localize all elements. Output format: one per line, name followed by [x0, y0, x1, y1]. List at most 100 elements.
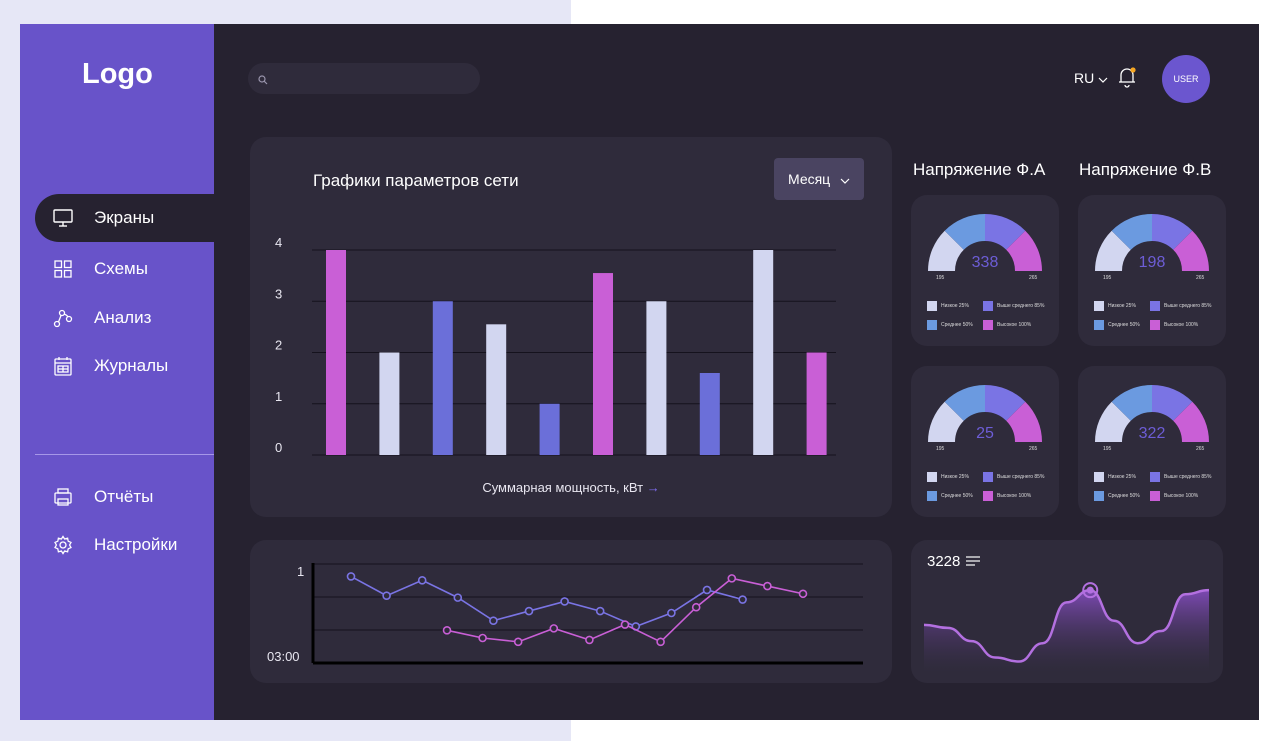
line-chart: 1 03:00 [267, 563, 863, 665]
arrow-right-icon: → [646, 480, 660, 495]
gauge-max: 265 [1196, 446, 1205, 452]
gauge-segment [1173, 230, 1209, 271]
gauge-segment [1006, 401, 1042, 442]
language-selector[interactable]: RU [1074, 70, 1108, 86]
wave-value-text: 3228 [927, 553, 961, 570]
bar [326, 250, 346, 455]
legend-item: Низкое 25% [1094, 472, 1150, 482]
gauge-segment [1111, 385, 1152, 421]
avatar-label: USER [1173, 74, 1199, 84]
sidebar-item-schemes[interactable]: Схемы [35, 245, 214, 293]
series-point [738, 595, 747, 604]
y-tick-label: 4 [275, 235, 282, 250]
legend-label: Низкое 25% [941, 303, 969, 309]
legend-label: Высокое 100% [1164, 493, 1199, 499]
series-point [417, 576, 427, 585]
legend-swatch [1094, 320, 1104, 330]
wave-value: 3228 [927, 553, 981, 570]
area-chart [923, 582, 1210, 672]
legend-item: Высокое 100% [1150, 491, 1224, 501]
legend-label: Высокое 100% [1164, 322, 1199, 328]
sidebar-item-screens[interactable]: Экраны [35, 194, 214, 242]
gauge-arc [928, 385, 1042, 442]
gauge-min: 195 [1103, 275, 1112, 281]
legend-label: Выше среднего 85% [1164, 303, 1212, 309]
gauge-legend: Низкое 25% Выше среднего 85% Среднее 50% Вы… [927, 472, 1057, 501]
gauge-legend: Низкое 25% Выше среднего 85% Среднее 50% Вы… [927, 301, 1057, 330]
legend-item: Выше среднего 85% [983, 472, 1057, 482]
gauge-segment [1173, 401, 1209, 442]
gauge-card: 322 195 265 Низкое 25% Выше среднего 85% Сред… [1078, 366, 1226, 517]
legend-swatch [1150, 491, 1160, 501]
gauge-segment [928, 230, 964, 271]
highlight-point [1086, 586, 1094, 594]
chevron-down-icon [1098, 70, 1108, 86]
sidebar-item-journals[interactable]: Журналы [35, 342, 214, 390]
series-point [667, 608, 676, 618]
y-tick-label: 0 [275, 440, 282, 455]
legend-label: Среднее 50% [941, 322, 973, 328]
gauge-card: 338 195 265 Низкое 25% Выше среднего 85% Сред… [911, 195, 1059, 346]
sidebar-item-label: Схемы [94, 259, 148, 278]
period-select[interactable]: Месяц [774, 158, 864, 200]
sidebar-item-analysis[interactable]: Анализ [35, 294, 214, 342]
series-line [446, 577, 804, 643]
notification-button[interactable] [1117, 66, 1137, 93]
gauge-segment [1006, 230, 1042, 271]
gauge-value: 338 [971, 254, 999, 271]
legend-item: Выше среднего 85% [1150, 472, 1224, 482]
legend-label: Выше среднего 85% [997, 474, 1045, 480]
user-avatar[interactable]: USER [1162, 55, 1210, 103]
logo: Logo [82, 58, 153, 90]
printer-icon [52, 486, 74, 508]
gauge-max: 265 [1196, 275, 1205, 281]
legend-item: Выше среднего 85% [983, 301, 1057, 311]
series-point [478, 633, 487, 643]
sidebar-item-settings[interactable]: Настройки [35, 521, 214, 569]
calendar-icon [52, 355, 74, 377]
legend-label: Низкое 25% [941, 474, 969, 480]
legend-item: Высокое 100% [1150, 320, 1224, 330]
gauge-arc [928, 214, 1042, 271]
y-tick-label: 1 [275, 389, 282, 404]
series-point [549, 624, 559, 633]
legend-item: Среднее 50% [1094, 491, 1150, 501]
gauge-title-a: Напряжение Ф.А [913, 160, 1046, 179]
monitor-icon [52, 207, 74, 229]
legend-label: Высокое 100% [997, 322, 1032, 328]
legend-swatch [927, 320, 937, 330]
sidebar-item-reports[interactable]: Отчёты [35, 473, 214, 521]
gauge-segment [944, 385, 985, 421]
legend-swatch [1094, 301, 1104, 311]
line-chart-card: 1 03:00 [250, 540, 892, 683]
y-tick-label: 2 [275, 338, 282, 353]
legend-swatch [1094, 491, 1104, 501]
gauge-card: 25 195 265 Низкое 25% Выше среднего 85% Средн… [911, 366, 1059, 517]
series-point [382, 591, 391, 600]
series-point [691, 602, 701, 612]
bar [539, 403, 560, 455]
caption-text: Суммарная мощность, кВт [482, 480, 644, 495]
series-point [442, 626, 452, 635]
y-tick-label: 1 [297, 564, 304, 579]
legend-item: Среднее 50% [927, 320, 983, 330]
nodes-icon [52, 307, 74, 329]
legend-swatch [983, 320, 993, 330]
gauge-value: 198 [1138, 254, 1166, 271]
chart-title: Графики параметров сети [313, 171, 519, 190]
search-input[interactable] [248, 63, 480, 94]
bar [432, 301, 453, 455]
menu-icon[interactable] [966, 553, 981, 570]
sidebar-item-label: Отчёты [94, 487, 154, 506]
gauge-legend: Низкое 25% Выше среднего 85% Среднее 50% Вы… [1094, 301, 1224, 330]
legend-item: Низкое 25% [927, 301, 983, 311]
series-point [595, 606, 605, 616]
gauge-segment [1152, 385, 1193, 421]
sidebar-item-label: Настройки [94, 535, 178, 554]
gauge-min: 195 [1103, 446, 1112, 452]
series-point [727, 574, 737, 583]
chart-caption[interactable]: Суммарная мощность, кВт → [250, 480, 892, 495]
series-line [350, 575, 743, 628]
bar-chart: 0 1 2 3 4 [275, 235, 836, 456]
bar [699, 373, 720, 455]
